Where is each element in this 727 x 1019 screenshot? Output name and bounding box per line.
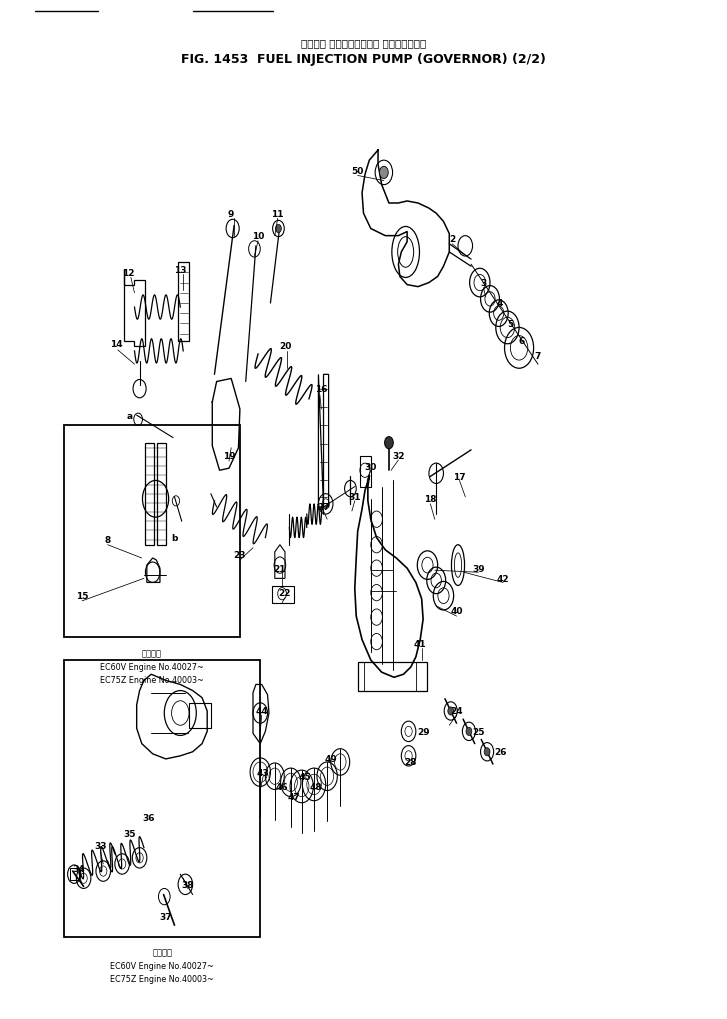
Text: 21: 21 — [273, 565, 286, 573]
Text: 13: 13 — [174, 266, 187, 274]
Text: 8: 8 — [105, 536, 111, 544]
Text: 20: 20 — [278, 342, 292, 351]
Text: 46: 46 — [276, 783, 289, 791]
Text: 36: 36 — [142, 813, 156, 821]
Bar — [64, 426, 240, 637]
Circle shape — [448, 707, 454, 715]
Text: 25: 25 — [472, 728, 485, 736]
Circle shape — [379, 167, 388, 179]
Circle shape — [385, 437, 393, 449]
Text: 40: 40 — [450, 607, 463, 615]
Text: 48: 48 — [310, 783, 323, 791]
Text: FIG. 1453  FUEL INJECTION PUMP (GOVERNOR) (2/2): FIG. 1453 FUEL INJECTION PUMP (GOVERNOR)… — [181, 53, 546, 65]
Bar — [358, 662, 427, 691]
Text: 2: 2 — [449, 235, 455, 244]
Text: EC60V Engine No.40027~: EC60V Engine No.40027~ — [100, 662, 204, 672]
Text: 12: 12 — [121, 269, 134, 277]
Text: 32: 32 — [392, 452, 405, 461]
Text: 34: 34 — [72, 864, 85, 872]
Text: 41: 41 — [414, 640, 427, 648]
Text: 26: 26 — [494, 748, 507, 756]
Text: 5: 5 — [507, 320, 513, 328]
Bar — [157, 443, 166, 545]
Text: 18: 18 — [424, 495, 437, 503]
Text: 45: 45 — [299, 772, 312, 781]
Bar — [145, 443, 154, 545]
Text: 24: 24 — [450, 707, 463, 715]
Text: 16: 16 — [315, 385, 328, 393]
Text: 9: 9 — [228, 210, 234, 218]
Text: 49: 49 — [324, 755, 337, 763]
Text: 11: 11 — [271, 210, 284, 218]
Text: 43: 43 — [257, 768, 270, 776]
Text: 17: 17 — [453, 473, 466, 481]
Bar — [70, 868, 79, 880]
Text: 4: 4 — [497, 300, 503, 308]
Text: 3: 3 — [481, 279, 486, 287]
Text: 35: 35 — [123, 829, 136, 838]
Text: 27: 27 — [317, 503, 330, 512]
Bar — [64, 660, 260, 937]
Text: 7: 7 — [535, 353, 541, 361]
Circle shape — [466, 728, 472, 736]
Text: 30: 30 — [364, 463, 377, 471]
Text: 22: 22 — [278, 589, 292, 597]
Text: EC60V Engine No.40027~: EC60V Engine No.40027~ — [111, 961, 214, 970]
Text: EC75Z Engine No.40003~: EC75Z Engine No.40003~ — [111, 974, 214, 983]
Text: EC75Z Engine No.40003~: EC75Z Engine No.40003~ — [100, 676, 204, 685]
Text: a: a — [126, 412, 132, 420]
Circle shape — [276, 225, 281, 233]
Text: 37: 37 — [159, 913, 172, 921]
Text: 23: 23 — [233, 551, 246, 559]
Text: 14: 14 — [110, 340, 123, 348]
Text: 47: 47 — [288, 793, 301, 801]
Text: 39: 39 — [472, 565, 485, 573]
Text: 38: 38 — [181, 880, 194, 889]
Text: 44: 44 — [255, 707, 268, 715]
Text: b: b — [172, 534, 177, 542]
Text: 50: 50 — [351, 167, 364, 175]
Text: 42: 42 — [497, 575, 510, 583]
Text: 適用番号: 適用番号 — [142, 649, 162, 658]
Text: 10: 10 — [252, 232, 265, 240]
Text: フェエル インジェクション ポンプ・ガバナ: フェエル インジェクション ポンプ・ガバナ — [301, 38, 426, 48]
Text: 29: 29 — [417, 728, 430, 736]
Text: 15: 15 — [76, 592, 89, 600]
Text: 33: 33 — [94, 842, 107, 850]
Text: 19: 19 — [222, 452, 236, 461]
Text: 適用番号: 適用番号 — [152, 948, 172, 957]
Text: 31: 31 — [348, 493, 361, 501]
Bar — [189, 703, 211, 729]
Text: 28: 28 — [404, 758, 417, 766]
Text: 6: 6 — [519, 337, 525, 345]
Circle shape — [484, 748, 490, 756]
